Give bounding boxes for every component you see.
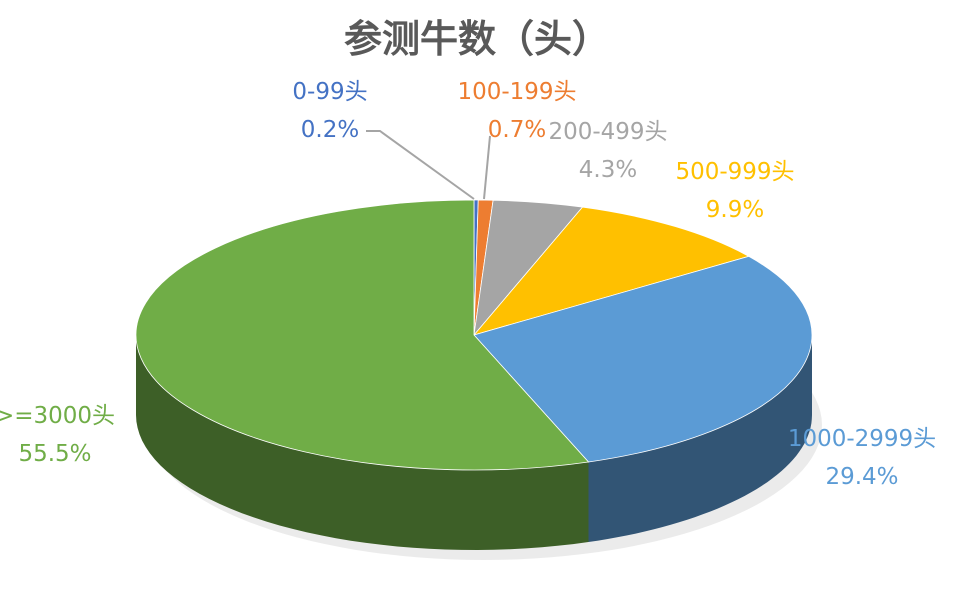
data-label-5: >=3000头 55.5%: [0, 397, 145, 473]
category-label: >=3000头: [0, 403, 116, 429]
value-label: 29.4%: [825, 464, 899, 490]
value-label: 9.9%: [705, 197, 765, 223]
data-label-0: 0-99头 0.2%: [240, 73, 420, 149]
value-label: 0.7%: [487, 117, 547, 143]
category-label: 500-999头: [675, 159, 795, 185]
pie-side-5: [136, 335, 589, 550]
data-label-1: 100-199头 0.7%: [427, 73, 607, 149]
leader-line-0: [366, 130, 475, 200]
leader-line-1: [483, 135, 491, 200]
chart-title: 参测牛数（头）: [343, 17, 610, 61]
pie-slice-3: [472, 206, 750, 336]
data-label-3: 500-999头 9.9%: [645, 153, 825, 229]
value-label: 4.3%: [578, 157, 638, 183]
category-label: 0-99头: [292, 79, 368, 105]
data-label-4: 1000-2999头 29.4%: [772, 420, 952, 496]
value-label: 55.5%: [18, 441, 92, 467]
category-label: 200-499头: [548, 119, 668, 145]
pie-side-4: [588, 335, 812, 542]
pie-slice-4: [473, 255, 813, 463]
value-label: 0.2%: [300, 117, 360, 143]
category-label: 1000-2999头: [787, 426, 937, 452]
pie-slice-5: [135, 199, 590, 471]
category-label: 100-199头: [457, 79, 577, 105]
data-label-2: 200-499头 4.3%: [518, 113, 698, 189]
